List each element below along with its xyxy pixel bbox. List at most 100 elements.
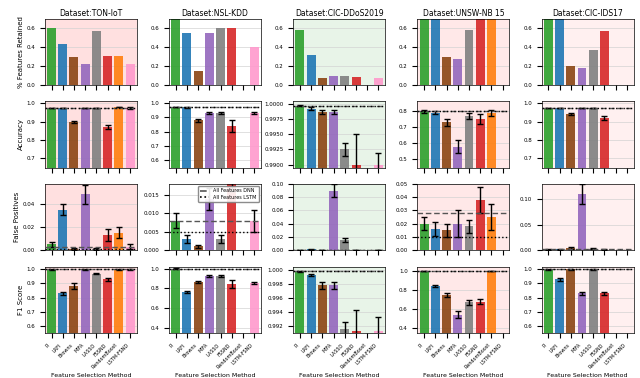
Y-axis label: False Positives: False Positives [14,192,20,242]
Bar [487,113,496,240]
Bar [465,116,474,240]
Bar [329,285,338,378]
Bar [374,331,383,378]
Bar [577,68,586,85]
Bar [250,221,259,250]
Bar [307,275,316,378]
Y-axis label: Accuracy: Accuracy [17,118,24,150]
X-axis label: Feature Selection Method: Feature Selection Method [175,373,255,378]
Bar [182,33,191,85]
Bar [420,8,429,85]
Bar [555,249,564,250]
Bar [92,274,101,378]
Bar [600,118,609,287]
Bar [81,108,90,287]
Bar [182,292,191,367]
Bar [351,331,360,378]
Bar [194,282,203,367]
Bar [103,279,112,378]
Bar [577,293,586,378]
Title: Dataset:NSL-KDD: Dataset:NSL-KDD [182,9,248,18]
Bar [205,199,214,250]
Bar [566,270,575,378]
Bar [351,77,360,85]
Bar [589,50,598,85]
Bar [566,114,575,287]
Bar [205,276,214,367]
Bar [103,235,112,250]
Bar [58,293,67,378]
Bar [307,55,316,85]
X-axis label: Feature Selection Method: Feature Selection Method [547,373,628,378]
Bar [420,271,429,366]
Bar [81,194,90,250]
Bar [115,233,124,250]
Bar [216,239,225,250]
Bar [600,249,609,250]
Bar [205,33,214,85]
Bar [476,302,484,366]
Bar [544,8,553,85]
Bar [103,56,112,85]
Bar [70,286,79,378]
Title: Dataset:CIC-DDoS2019: Dataset:CIC-DDoS2019 [295,9,383,18]
Bar [453,59,462,85]
Bar [58,108,67,287]
Bar [296,106,305,378]
X-axis label: Feature Selection Method: Feature Selection Method [299,373,380,378]
Bar [307,249,316,250]
Y-axis label: F1 Score: F1 Score [17,285,24,315]
Bar [340,240,349,250]
Bar [476,200,484,250]
Bar [125,246,134,250]
Bar [487,217,496,250]
Bar [420,224,429,250]
Bar [600,31,609,85]
Bar [329,191,338,250]
Bar [487,17,496,85]
Bar [250,47,259,85]
Bar [431,287,440,366]
Bar [374,164,383,378]
Bar [420,111,429,240]
Bar [70,122,79,287]
Bar [465,302,474,366]
Bar [329,76,338,85]
Bar [544,249,553,250]
Bar [351,164,360,378]
Bar [205,113,214,246]
Bar [566,248,575,250]
Bar [318,285,327,378]
Y-axis label: % Features Retained: % Features Retained [17,16,24,88]
Bar [182,239,191,250]
Bar [555,108,564,287]
Bar [487,271,496,366]
Bar [318,112,327,378]
Bar [47,108,56,287]
Bar [453,315,462,366]
Bar [442,122,451,240]
Bar [216,276,225,367]
Bar [465,226,474,250]
Bar [70,57,79,85]
Bar [307,108,316,378]
Bar [442,57,451,85]
Bar [555,279,564,378]
Bar [194,71,203,85]
Bar [250,113,259,246]
Bar [172,5,180,85]
Bar [577,108,586,287]
Bar [81,64,90,85]
Bar [442,230,451,250]
Title: Dataset:TON-IoT: Dataset:TON-IoT [59,9,122,18]
Bar [431,229,440,250]
Bar [296,271,305,378]
Bar [476,17,484,85]
Bar [194,246,203,250]
Bar [589,249,598,250]
Bar [47,28,56,85]
Bar [431,11,440,85]
Bar [115,107,124,287]
Bar [340,150,349,378]
Title: Dataset:CIC-IDS17: Dataset:CIC-IDS17 [552,9,623,18]
